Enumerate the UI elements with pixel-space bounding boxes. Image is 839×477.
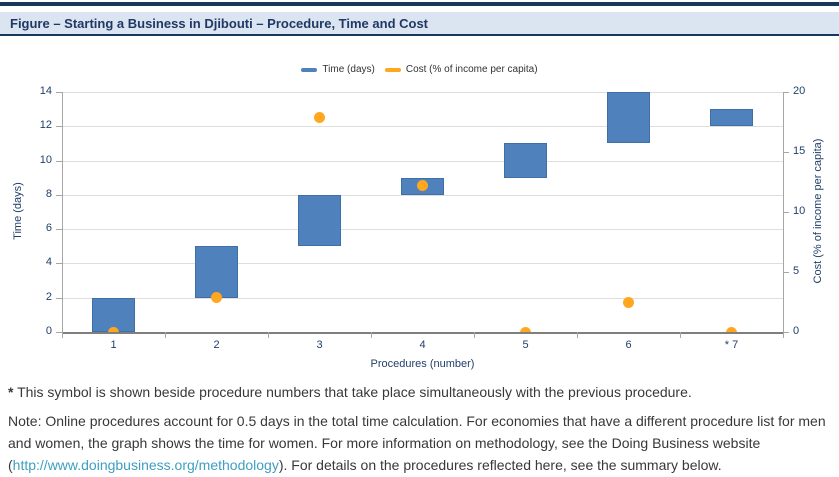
chart: Time (days) Cost (% of income per capita… — [0, 44, 839, 374]
figure-title: Figure – Starting a Business in Djibouti… — [10, 15, 429, 31]
left-axis-tick — [56, 160, 62, 162]
x-axis-title: Procedures (number) — [370, 358, 475, 370]
left-axis-tick-label: 6 — [45, 222, 52, 235]
asterisk-footnote-text: This symbol is shown beside procedure nu… — [13, 384, 692, 400]
x-axis-line — [62, 332, 783, 334]
legend-label-time: Time (days) — [322, 64, 375, 75]
gridline — [62, 229, 783, 231]
top-rule — [0, 2, 839, 6]
time-bar — [92, 297, 135, 332]
left-axis-tick — [56, 263, 62, 265]
left-axis-tick-label: 14 — [39, 85, 52, 97]
gridline — [62, 194, 783, 196]
right-axis-tick-label: 15 — [793, 145, 806, 157]
gridline — [62, 263, 783, 265]
gridline — [62, 92, 783, 93]
cost-dot — [623, 296, 634, 308]
time-bar — [298, 194, 341, 247]
x-axis-tick — [474, 332, 475, 338]
time-bar — [710, 109, 753, 127]
left-axis-tick — [56, 332, 62, 333]
plot-marks-layer — [62, 92, 783, 332]
left-axis-tick-label: 2 — [45, 290, 52, 303]
footnotes: * This symbol is shown beside procedure … — [0, 382, 839, 476]
figure-title-band: Figure – Starting a Business in Djibouti… — [0, 12, 839, 36]
right-axis-tick-label: 0 — [793, 325, 800, 337]
note-text-after-link: ). For details on the procedures reflect… — [278, 457, 722, 473]
left-axis-tick-label: 8 — [45, 187, 52, 200]
time-bar — [195, 246, 238, 298]
x-tick-label: 6 — [625, 339, 632, 351]
left-axis-title: Time (days) — [12, 182, 24, 240]
x-axis-tick — [371, 332, 372, 338]
x-tick-label: 2 — [213, 339, 220, 351]
right-axis-tick — [783, 152, 789, 153]
asterisk-symbol: * — [8, 384, 14, 400]
x-tick-label: 3 — [316, 339, 323, 351]
note-footnote: Note: Online procedures account for 0.5 … — [8, 410, 833, 476]
x-axis-tick — [783, 332, 784, 338]
right-axis-title: Cost (% of income per capita) — [812, 138, 824, 284]
right-axis-tick — [783, 212, 789, 213]
left-axis-tick — [56, 126, 62, 128]
cost-dot — [417, 180, 428, 192]
left-axis-tick-label: 12 — [39, 119, 52, 132]
legend-item-cost: Cost (% of income per capita) — [384, 64, 538, 75]
right-axis-tick-label: 10 — [793, 205, 806, 217]
cost-dot — [520, 326, 531, 332]
left-axis-tick-label: 10 — [39, 153, 52, 166]
right-axis-tick-label: 20 — [793, 85, 806, 97]
legend-label-cost: Cost (% of income per capita) — [405, 64, 538, 75]
x-axis-tick — [577, 332, 578, 338]
x-axis-tick — [62, 332, 63, 338]
left-axis-line — [62, 92, 63, 333]
cost-dot — [211, 291, 222, 303]
plot-area: 0 2 4 6 8 10 12 14 0 5 10 15 20 1 2 3 4 5 6 * 7 — [40, 85, 806, 351]
time-series-swatch-icon — [301, 67, 318, 72]
left-axis-tick-label: 0 — [45, 325, 52, 337]
x-tick-label: 1 — [110, 339, 117, 351]
x-tick-label: 5 — [522, 339, 529, 351]
cost-dot — [108, 326, 119, 332]
methodology-link[interactable]: http://www.doingbusiness.org/methodology — [12, 457, 279, 473]
gridline — [62, 126, 783, 128]
x-axis-tick — [680, 332, 681, 338]
cost-series-swatch-icon — [384, 67, 401, 72]
right-axis-tick — [783, 332, 789, 333]
asterisk-footnote: * This symbol is shown beside procedure … — [8, 382, 833, 402]
note-text-before-link: Note: Online procedures account for 0.5 … — [8, 413, 826, 473]
gridline — [62, 297, 783, 299]
x-axis-tick — [165, 332, 166, 338]
left-axis-tick — [56, 194, 62, 196]
right-axis-tick — [783, 272, 789, 273]
right-axis-tick — [783, 92, 789, 93]
cost-dot — [314, 111, 325, 123]
left-axis-tick-label: 4 — [45, 256, 52, 269]
left-axis-tick — [56, 297, 62, 299]
gridline — [62, 160, 783, 162]
chart-legend: Time (days) Cost (% of income per capita… — [0, 64, 839, 75]
left-axis-tick — [56, 229, 62, 231]
left-axis-tick — [56, 92, 62, 93]
x-tick-label: 4 — [419, 339, 426, 351]
cost-dot — [726, 326, 737, 332]
x-axis-tick — [268, 332, 269, 338]
x-tick-label: * 7 — [724, 339, 739, 351]
time-bar — [607, 92, 650, 144]
right-axis-tick-label: 5 — [793, 265, 800, 277]
legend-item-time: Time (days) — [301, 64, 375, 75]
time-bar — [504, 143, 547, 178]
